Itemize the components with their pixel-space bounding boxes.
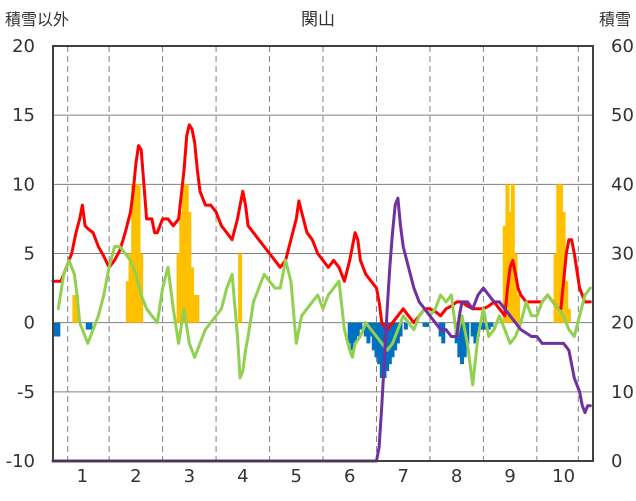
bar <box>176 253 181 323</box>
x-tick-label: 5 <box>291 466 302 487</box>
chart-title: 関山 <box>301 10 335 30</box>
right-axis-label: 積雪 <box>599 10 631 29</box>
left-tick-label: 10 <box>12 174 35 195</box>
series-line <box>51 196 592 463</box>
bar <box>72 295 77 323</box>
bar <box>558 184 563 323</box>
bar <box>481 322 486 330</box>
bar <box>379 322 384 378</box>
x-tick-label: 3 <box>184 466 195 487</box>
bar <box>133 184 138 323</box>
right-tick-label: 40 <box>611 174 634 195</box>
left-tick-label: 15 <box>12 105 35 126</box>
bar <box>462 322 467 358</box>
bar <box>465 322 470 344</box>
bar <box>403 322 408 330</box>
series-line <box>51 123 592 332</box>
bar <box>350 322 355 351</box>
left-tick-label: 20 <box>12 36 35 57</box>
x-tick-label: 4 <box>237 466 248 487</box>
bar <box>192 295 197 323</box>
right-tick-label: 20 <box>611 313 634 334</box>
x-tick-label: 9 <box>504 466 515 487</box>
bar <box>398 322 403 337</box>
bar <box>53 322 58 337</box>
bar <box>56 322 61 337</box>
bar <box>131 184 136 323</box>
plot-area-frame <box>52 45 594 462</box>
right-tick-label: 50 <box>611 105 634 126</box>
bar <box>516 295 521 323</box>
bar <box>371 322 376 351</box>
bar <box>179 212 184 323</box>
bar <box>358 322 363 330</box>
bar <box>513 253 518 323</box>
left-tick-label: 5 <box>24 244 35 265</box>
bar <box>374 322 379 358</box>
x-tick-label: 10 <box>552 466 575 487</box>
x-tick-label: 2 <box>130 466 141 487</box>
x-tick-label: 7 <box>397 466 408 487</box>
bar <box>377 322 382 365</box>
bar <box>363 322 368 337</box>
bar <box>473 322 478 344</box>
bar <box>489 322 494 327</box>
right-tick-label: 10 <box>611 382 634 403</box>
bar <box>139 253 144 323</box>
left-tick-label: -10 <box>6 451 35 472</box>
bar <box>457 322 462 358</box>
bar <box>505 184 510 323</box>
bar <box>510 184 515 323</box>
bar <box>470 322 475 337</box>
bar <box>387 322 392 365</box>
bar <box>187 212 192 323</box>
bar <box>125 281 130 323</box>
bar <box>190 267 195 323</box>
left-tick-label: -5 <box>17 382 35 403</box>
bar <box>460 322 465 365</box>
right-tick-label: 60 <box>611 36 634 57</box>
bar <box>502 225 507 323</box>
bar <box>195 295 200 323</box>
bar <box>556 184 561 323</box>
bar <box>441 322 446 344</box>
bar <box>353 322 358 344</box>
x-tick-label: 1 <box>77 466 88 487</box>
bar <box>136 184 141 323</box>
bar <box>566 308 571 323</box>
series-line <box>56 245 592 387</box>
bar <box>486 322 491 330</box>
x-tick-label: 6 <box>344 466 355 487</box>
bar <box>181 184 186 323</box>
bar <box>366 322 371 344</box>
bar <box>355 322 360 337</box>
bar <box>553 253 558 323</box>
bar <box>347 322 352 344</box>
bar <box>85 322 90 330</box>
left-axis-label: 積雪以外 <box>5 10 69 29</box>
right-tick-label: 0 <box>611 451 622 472</box>
left-tick-label: 0 <box>24 313 35 334</box>
bar <box>564 281 569 323</box>
x-tick-label: 8 <box>451 466 462 487</box>
bar <box>184 184 189 323</box>
bar <box>88 322 93 330</box>
bar <box>128 253 133 323</box>
bar <box>385 322 390 372</box>
bar <box>238 253 243 323</box>
bar <box>422 322 427 327</box>
lines <box>51 123 592 463</box>
bar <box>425 322 430 327</box>
right-tick-label: 30 <box>611 244 634 265</box>
